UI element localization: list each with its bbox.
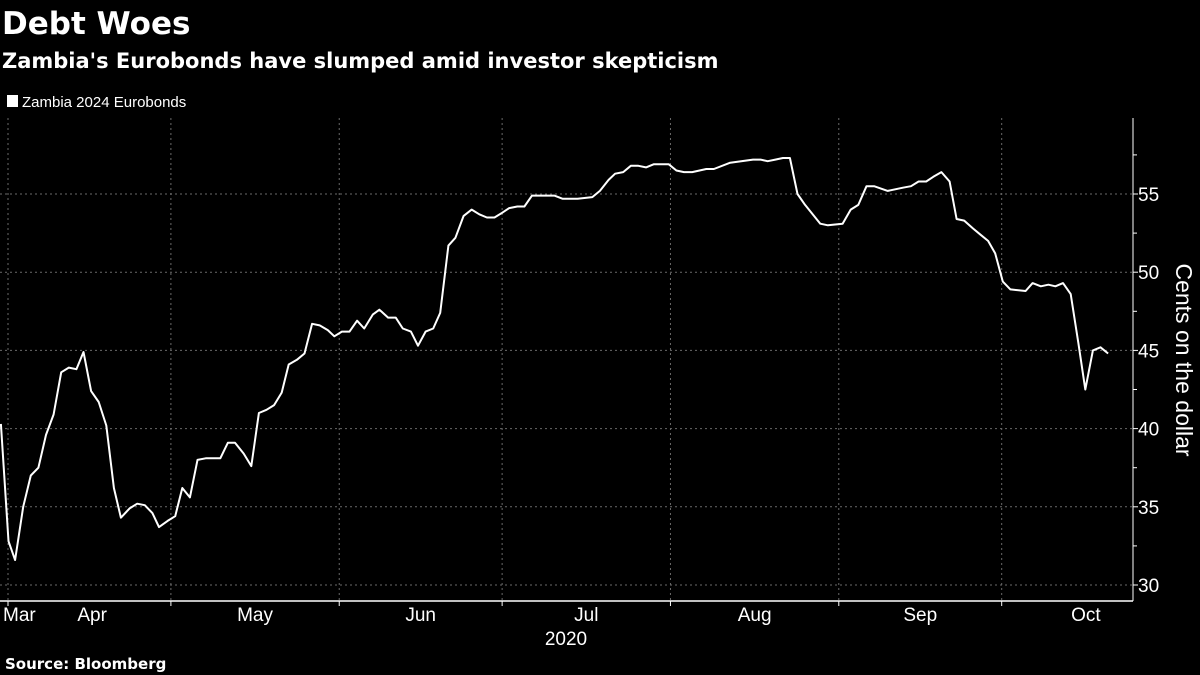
x-tick-label: Mar [3, 605, 36, 626]
y-tick-label: 35 [1138, 498, 1159, 519]
x-tick-label: Oct [1071, 605, 1101, 626]
y-tick-label: 55 [1138, 185, 1159, 206]
legend-swatch [7, 95, 18, 107]
series-line-zambia-2024-eurobonds [0, 157, 1109, 561]
y-tick-label: 45 [1138, 341, 1159, 362]
x-tick-label: Jul [574, 605, 598, 626]
y-tick-label: 50 [1138, 263, 1159, 284]
x-tick-label: May [237, 605, 273, 626]
y-tick-label: 40 [1138, 420, 1159, 441]
axes [0, 118, 1138, 606]
y-tick-label: 30 [1138, 576, 1159, 597]
y-axis-label: Cents on the dollar [1171, 263, 1197, 456]
x-axis-year-label: 2020 [545, 629, 587, 650]
chart-title: Debt Woes [2, 6, 190, 42]
gridlines [0, 118, 1133, 601]
chart-subtitle: Zambia's Eurobonds have slumped amid inv… [2, 49, 719, 73]
x-tick-label: Aug [738, 605, 772, 626]
x-tick-label: Sep [903, 605, 937, 626]
x-tick-label: Apr [77, 605, 107, 626]
tick-labels: 30 35 40 45 50 55 Mar Apr May Jun Jul Aug Sep Oct [3, 185, 1159, 626]
x-tick-label: Jun [405, 605, 436, 626]
legend-label: Zambia 2024 Eurobonds [22, 94, 186, 111]
source-note: Source: Bloomberg [5, 655, 166, 673]
